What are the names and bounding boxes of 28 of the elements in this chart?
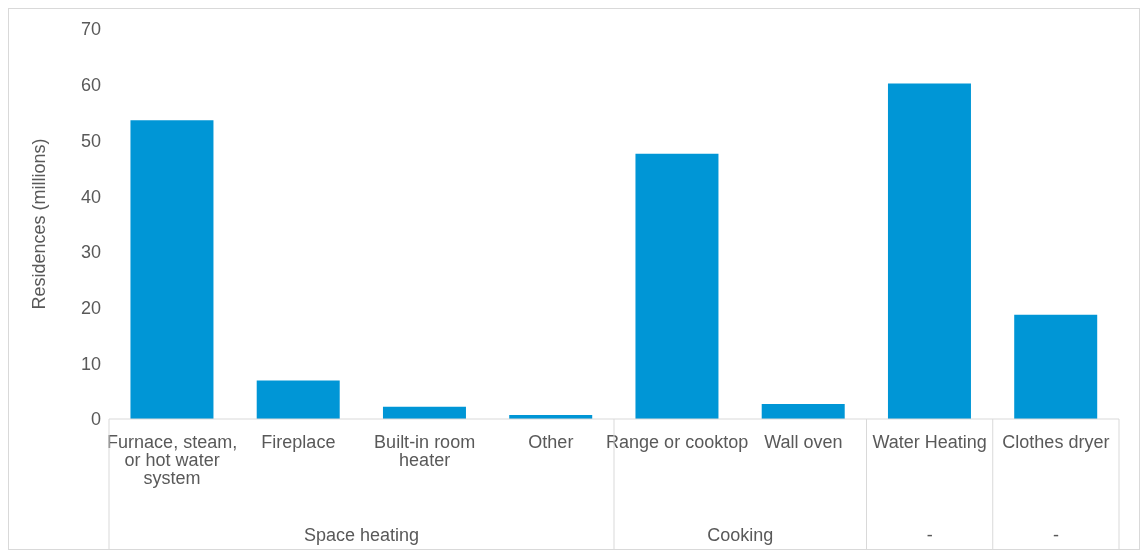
y-tick-label: 60 xyxy=(80,75,101,96)
bar xyxy=(1014,314,1098,419)
text: Space heating xyxy=(303,525,420,545)
y-tick-label: 20 xyxy=(80,297,101,318)
bar xyxy=(130,120,214,419)
bar xyxy=(761,403,845,419)
y-tick-label: 40 xyxy=(80,186,101,207)
x-tick-label: Other xyxy=(528,431,574,452)
y-axis-title: Residences (millions) xyxy=(29,138,50,310)
y-tick-label: 10 xyxy=(80,353,101,374)
x-tick-label: Clothes dryer xyxy=(1002,431,1110,452)
bar xyxy=(887,83,971,419)
y-tick-label: 50 xyxy=(80,130,101,151)
bar xyxy=(382,406,466,419)
x-tick-label: Built-in room heater xyxy=(374,431,476,470)
text: - xyxy=(926,525,933,545)
text: - xyxy=(1052,525,1059,545)
x-tick-label: Water Heating xyxy=(872,431,987,452)
x-tick-label: Range or cooktop xyxy=(606,431,749,452)
x-tick-label: Fireplace xyxy=(261,431,336,452)
x-tick-label: Wall oven xyxy=(764,431,843,452)
text: Cooking xyxy=(707,525,774,545)
bar xyxy=(635,153,719,419)
y-tick-label: 70 xyxy=(80,19,101,40)
y-tick-label: 30 xyxy=(80,242,101,263)
y-tick-label: 0 xyxy=(90,409,101,430)
bar xyxy=(256,380,340,419)
x-tick-label: Furnace, steam, or hot water system xyxy=(107,431,238,488)
